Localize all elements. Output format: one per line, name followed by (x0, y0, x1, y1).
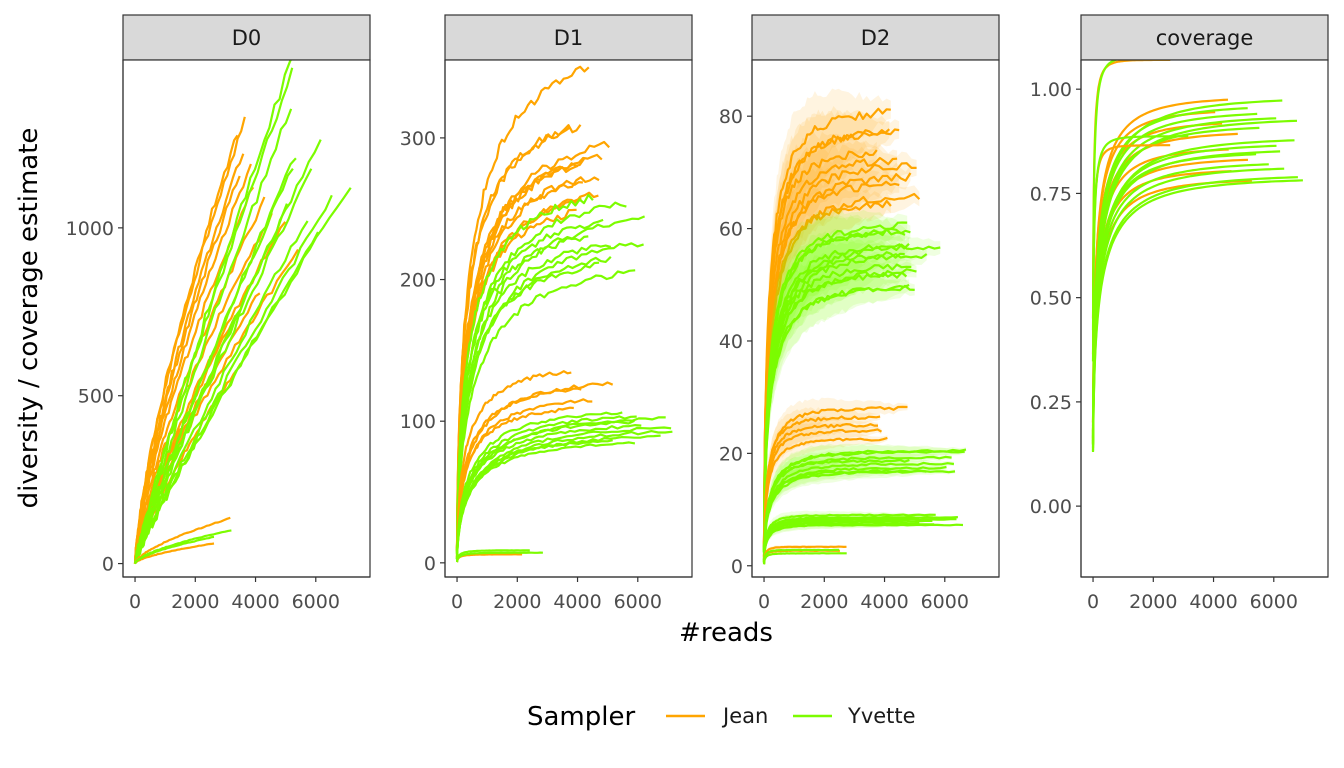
y-tick-label: 60 (719, 219, 743, 241)
strip-background (444, 14, 693, 61)
x-tick-label: 2000 (800, 591, 848, 613)
ci-band (764, 464, 927, 562)
x-tick-label: 2000 (493, 591, 541, 613)
panel-D0: D0 0 500 1000 0 2000 4000 6000 (66, 14, 371, 613)
y-tick-label: 300 (400, 128, 436, 150)
legend-label-jean: Jean (721, 704, 768, 728)
panel-D2: D2 0 20 40 60 80 0 2000 4000 6000 (719, 14, 1000, 613)
panel-border (1080, 59, 1329, 578)
y-tick-label: 0.25 (1030, 392, 1072, 414)
x-tick-label: 6000 (292, 591, 340, 613)
y-tick-label: 40 (719, 331, 743, 353)
series-line-yvette (762, 552, 847, 565)
x-tick-label: 6000 (1250, 591, 1298, 613)
x-tick-label: 4000 (231, 591, 279, 613)
y-tick-label: 80 (719, 106, 743, 128)
series-line-yvette (1091, 60, 1119, 331)
series-line-yvette (762, 515, 958, 563)
panel-border (751, 59, 1000, 578)
y-tick-label: 100 (400, 411, 436, 433)
legend-label-yvette: Yvette (847, 704, 916, 728)
y-axis-title: diversity / coverage estimate (14, 128, 44, 509)
x-tick-label: 2000 (171, 591, 219, 613)
x-tick-label: 4000 (1189, 591, 1237, 613)
series-layer (455, 65, 673, 563)
series-line-jean (762, 545, 847, 564)
series-line-yvette (762, 243, 941, 553)
x-tick-label: 0 (758, 591, 770, 613)
series-line-jean (1091, 98, 1229, 423)
series-layer (762, 88, 967, 565)
series-line-jean (455, 370, 572, 556)
series-line-yvette (762, 221, 908, 550)
panel-D1: D1 0 100 200 300 0 2000 4000 6000 (400, 14, 693, 613)
panel-border (122, 59, 371, 578)
series-layer (133, 60, 352, 565)
y-tick-label: 0 (424, 553, 436, 575)
panel-coverage: coverage 0.00 0.25 0.50 0.75 1.00 0 2000 4000 600… (1030, 14, 1329, 613)
series-layer (1091, 60, 1303, 453)
series-line-yvette (455, 549, 530, 563)
series-line-jean (133, 116, 246, 564)
strip-label: D1 (554, 26, 584, 50)
series-line-jean (455, 381, 614, 558)
y-tick-label: 0.00 (1030, 496, 1072, 518)
x-tick-label: 4000 (860, 591, 908, 613)
strip-label: D2 (861, 26, 891, 50)
y-tick-label: 0.50 (1030, 288, 1072, 310)
series-line-yvette (133, 60, 293, 565)
ci-band (764, 397, 908, 558)
y-tick-label: 20 (719, 443, 743, 465)
y-tick-label: 200 (400, 270, 436, 292)
x-tick-label: 4000 (553, 591, 601, 613)
strip-label: coverage (1156, 26, 1254, 50)
series-line-yvette (762, 513, 936, 562)
legend: Sampler Jean Yvette (527, 702, 916, 732)
strip-background (122, 14, 371, 61)
x-tick-label: 2000 (1129, 591, 1177, 613)
strip-background (1080, 14, 1329, 61)
x-tick-label: 0 (1087, 591, 1099, 613)
y-tick-label: 1000 (66, 218, 114, 240)
strip-label: D0 (232, 26, 262, 50)
ci-band (764, 431, 888, 559)
x-tick-label: 0 (451, 591, 463, 613)
series-line-yvette (455, 201, 627, 553)
y-tick-label: 0 (102, 554, 114, 576)
ci-band (764, 442, 966, 561)
series-line-yvette (455, 215, 646, 554)
legend-title: Sampler (527, 702, 635, 732)
y-tick-label: 500 (78, 386, 114, 408)
y-tick-label: 0 (731, 556, 743, 578)
ci-band (764, 461, 947, 562)
ci-band (764, 415, 878, 558)
y-tick-label: 1.00 (1030, 79, 1072, 101)
plot-area (752, 60, 999, 577)
series-line-yvette (1091, 99, 1283, 436)
series-line-yvette (1091, 135, 1189, 362)
x-tick-label: 6000 (921, 591, 969, 613)
series-line-yvette (133, 157, 297, 565)
x-tick-label: 6000 (614, 591, 662, 613)
series-line-yvette (455, 193, 594, 552)
series-line-yvette (762, 548, 840, 565)
series-line-yvette (455, 411, 623, 559)
x-axis-title: #reads (679, 618, 773, 648)
series-line-jean (762, 107, 891, 543)
x-tick-label: 0 (129, 591, 141, 613)
series-line-jean (455, 65, 590, 548)
panel-border (444, 59, 693, 578)
series-line-yvette (762, 448, 967, 561)
series-line-jean (762, 405, 908, 557)
series-line-yvette (134, 529, 232, 565)
y-tick-label: 0.75 (1030, 183, 1072, 205)
